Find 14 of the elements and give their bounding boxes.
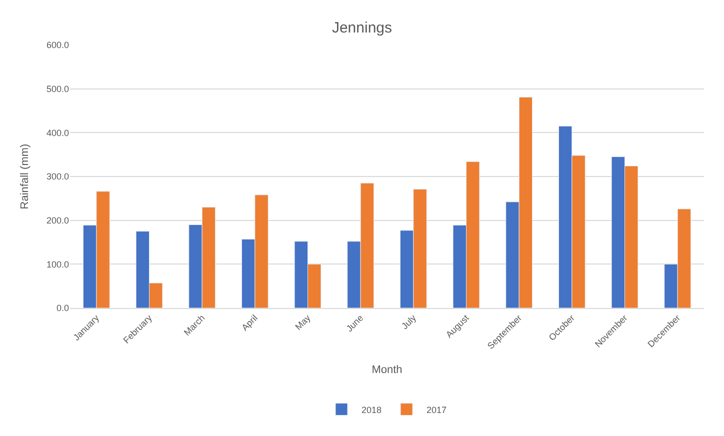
y-tick-label: 300.0 bbox=[46, 172, 69, 182]
y-tick-label: 600.0 bbox=[46, 40, 69, 50]
legend-label: 2018 bbox=[362, 404, 382, 415]
legend-label: 2017 bbox=[426, 404, 447, 415]
x-tick-label: July bbox=[400, 312, 418, 332]
y-tick-label: 100.0 bbox=[46, 259, 69, 270]
x-tick-label: May bbox=[293, 312, 313, 332]
y-tick-label: 200.0 bbox=[46, 215, 69, 226]
y-tick-label: 400.0 bbox=[46, 128, 69, 138]
y-axis-title: Rainfall (mm) bbox=[19, 144, 32, 210]
y-tick-label: 0.0 bbox=[56, 303, 69, 314]
y-tick-label: 500.0 bbox=[46, 84, 69, 94]
x-axis-title: Month bbox=[372, 364, 402, 376]
chart-title: Jennings bbox=[332, 19, 392, 36]
